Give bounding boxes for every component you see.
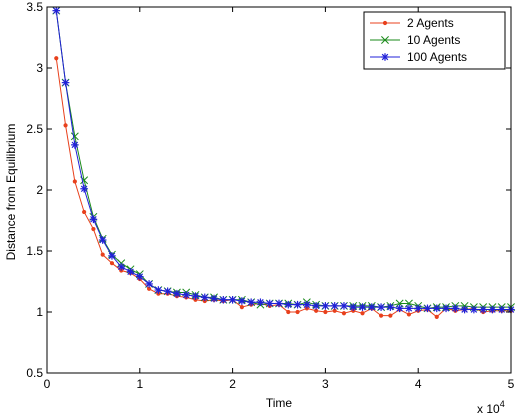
legend-marker — [381, 36, 389, 44]
data-point-100-agents — [275, 299, 283, 308]
data-point-100-agents — [200, 293, 209, 302]
legend: 2 Agents 10 Agents 100 Agents — [363, 11, 506, 70]
data-point-2-agents — [388, 313, 393, 318]
data-point-100-agents — [284, 300, 293, 309]
data-point-100-agents — [470, 305, 478, 314]
x-exponent-label: x 104 — [477, 399, 505, 416]
data-point-2-agents — [100, 252, 105, 257]
legend-marker — [382, 20, 388, 26]
data-point-100-agents — [182, 291, 190, 299]
x-exponent-base: x 10 — [477, 402, 500, 416]
data-point-100-agents — [321, 302, 330, 310]
data-point-100-agents — [163, 287, 172, 296]
data-point-100-agents — [479, 305, 487, 314]
legend-entry-10-agents: 10 Agents — [370, 33, 460, 47]
x-tick-label: 3 — [322, 377, 329, 391]
data-point-100-agents — [368, 303, 376, 311]
data-point-100-agents — [460, 305, 469, 314]
data-point-100-agents — [191, 292, 200, 300]
legend-label: 2 Agents — [407, 16, 454, 30]
data-point-10-agents — [70, 132, 79, 141]
y-tick-label: 3 — [36, 61, 43, 75]
legend-label: 10 Agents — [407, 33, 460, 47]
data-point-100-agents — [497, 305, 506, 314]
data-point-100-agents — [219, 296, 228, 304]
data-point-100-agents — [52, 6, 61, 15]
data-point-100-agents — [414, 304, 422, 313]
y-tick-label: 2.5 — [26, 122, 43, 136]
data-point-2-agents — [360, 311, 365, 316]
legend-marker — [381, 53, 389, 61]
data-point-100-agents — [312, 302, 320, 310]
x-tick-label: 0 — [44, 377, 51, 391]
data-point-100-agents — [358, 303, 367, 311]
data-point-100-agents — [256, 298, 265, 307]
data-point-100-agents — [89, 215, 98, 224]
data-point-100-agents — [432, 304, 441, 313]
data-point-100-agents — [210, 294, 218, 303]
y-tick-label: 3.5 — [26, 0, 43, 14]
data-point-100-agents — [349, 303, 358, 311]
data-point-100-agents — [247, 298, 255, 307]
y-tick-label: 1.5 — [26, 244, 43, 258]
data-point-100-agents — [330, 302, 339, 310]
data-point-100-agents — [154, 286, 163, 294]
data-point-2-agents — [406, 312, 412, 317]
legend-label: 100 Agents — [407, 50, 467, 64]
data-point-2-agents — [239, 305, 244, 310]
data-point-100-agents — [80, 184, 88, 193]
data-point-100-agents — [405, 304, 413, 313]
x-tick-label: 1 — [136, 377, 143, 391]
data-point-100-agents — [377, 303, 385, 311]
data-point-100-agents — [442, 304, 450, 313]
data-point-2-agents — [341, 311, 347, 316]
data-point-2-agents — [378, 313, 384, 318]
data-point-100-agents — [340, 302, 348, 310]
x-axis-label: Time — [266, 396, 293, 410]
data-point-2-agents — [295, 309, 300, 315]
data-point-100-agents — [228, 296, 237, 304]
data-point-100-agents — [71, 141, 79, 149]
y-tick-label: 1 — [36, 305, 43, 319]
data-point-100-agents — [117, 263, 126, 271]
data-point-100-agents — [488, 305, 497, 314]
legend-entry-2-agents: 2 Agents — [370, 16, 454, 30]
data-point-100-agents — [395, 304, 404, 313]
x-tick-label: 2 — [229, 377, 236, 391]
y-axis-label: Distance from Equilibrium — [4, 124, 18, 261]
data-point-2-agents — [286, 309, 291, 315]
x-tick-label: 5 — [508, 377, 515, 391]
data-point-2-agents — [72, 179, 77, 184]
data-point-2-agents — [109, 261, 115, 266]
data-point-100-agents — [145, 280, 153, 288]
series-layer — [52, 6, 515, 319]
x-exponent-power: 4 — [500, 399, 505, 409]
data-point-2-agents — [434, 314, 439, 319]
series-100-agents — [52, 6, 515, 314]
data-point-100-agents — [61, 78, 70, 87]
data-point-2-agents — [63, 123, 68, 128]
axes-layer: 0 1 2 3 4 5 0.5 1 1.5 2 2.5 3 3.5 — [26, 0, 514, 391]
data-point-2-agents — [323, 309, 328, 315]
data-point-100-agents — [386, 303, 395, 311]
data-point-100-agents — [293, 300, 302, 309]
data-point-2-agents — [54, 56, 59, 61]
data-point-100-agents — [108, 252, 116, 260]
data-point-100-agents — [303, 300, 311, 309]
y-tick-label: 0.5 — [26, 366, 43, 380]
y-tick-label: 2 — [36, 183, 43, 197]
data-point-2-agents — [82, 209, 87, 215]
data-point-100-agents — [136, 272, 144, 281]
data-point-100-agents — [423, 304, 432, 313]
data-point-100-agents — [98, 236, 107, 244]
legend-entry-100-agents: 100 Agents — [370, 50, 467, 64]
data-point-100-agents — [173, 289, 181, 298]
data-point-100-agents — [126, 267, 135, 276]
data-point-100-agents — [265, 299, 274, 308]
data-point-2-agents — [91, 226, 96, 232]
data-point-100-agents — [238, 297, 246, 305]
data-point-100-agents — [451, 304, 460, 313]
x-tick-label: 4 — [415, 377, 422, 391]
